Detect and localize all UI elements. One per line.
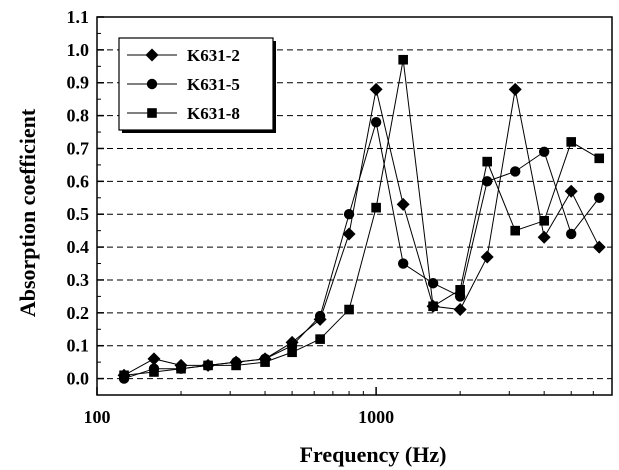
- data-point-diamond: [342, 227, 356, 241]
- plot-frame: [96, 16, 613, 396]
- y-tick-label: 0.5: [67, 204, 90, 224]
- data-point-square: [539, 215, 549, 226]
- data-point-diamond: [480, 250, 494, 264]
- data-point-square: [147, 108, 157, 118]
- data-point-square: [315, 334, 325, 344]
- data-point-circle: [314, 310, 326, 322]
- y-tick-label: 0.4: [67, 237, 90, 257]
- legend-label: K631-8: [187, 104, 240, 123]
- data-point-square: [176, 363, 186, 374]
- data-point-square: [371, 202, 381, 213]
- x-tick-label: 1000: [358, 407, 394, 427]
- data-point-square: [149, 367, 159, 377]
- data-point-square: [260, 357, 270, 367]
- y-tick-label: 1.0: [67, 40, 90, 60]
- axis-ticks: 0.0 0.1 0.2 0.3 0.4 0.5 0.6 0.7 0.8 0.9 1.0 1.1 100 1…: [67, 7, 594, 427]
- data-point-circle: [343, 209, 355, 220]
- series-square: [119, 54, 605, 381]
- data-point-circle: [566, 228, 577, 240]
- y-axis-title: Absorption coefficient: [15, 108, 40, 317]
- data-point-circle: [370, 116, 382, 128]
- y-tick-label: 0.2: [67, 303, 90, 323]
- series-circle: [118, 116, 605, 384]
- y-tick-label: 0.0: [67, 369, 90, 389]
- data-point-square: [344, 304, 354, 315]
- data-point-square: [482, 156, 492, 167]
- data-point-circle: [594, 192, 605, 203]
- data-point-diamond: [564, 184, 578, 198]
- data-point-diamond: [145, 48, 159, 62]
- data-point-square: [398, 54, 408, 65]
- x-tick-label: 100: [84, 407, 111, 427]
- data-point-square: [119, 370, 129, 381]
- data-point-square: [428, 301, 438, 312]
- y-tick-label: 0.1: [67, 336, 90, 356]
- series-layer: [117, 54, 606, 384]
- data-point-square: [455, 285, 465, 295]
- data-point-square: [594, 153, 605, 164]
- y-tick-label: 0.6: [67, 171, 90, 191]
- data-point-circle: [397, 258, 409, 269]
- series-line: [123, 122, 600, 380]
- data-point-square: [566, 137, 577, 147]
- y-tick-label: 0.7: [67, 138, 90, 158]
- data-point-square: [287, 347, 297, 358]
- data-point-square: [203, 360, 213, 371]
- data-point-diamond: [396, 197, 410, 211]
- legend-label: K631-2: [187, 46, 240, 65]
- x-axis-title: Frequency (Hz): [300, 442, 447, 467]
- legend: K631-2 K631-5 K631-8: [118, 37, 276, 133]
- legend-label: K631-5: [187, 75, 240, 94]
- data-point-circle: [146, 78, 158, 90]
- data-point-square: [510, 225, 521, 236]
- data-point-diamond: [508, 82, 522, 96]
- data-point-diamond: [537, 230, 551, 244]
- y-tick-label: 0.9: [67, 73, 90, 93]
- data-point-circle: [538, 146, 550, 157]
- data-point-diamond: [369, 82, 383, 96]
- y-tick-label: 0.3: [67, 270, 90, 290]
- y-tick-label: 1.1: [67, 7, 90, 27]
- data-point-diamond: [592, 240, 606, 254]
- legend-box: [118, 37, 274, 131]
- data-point-diamond: [453, 303, 467, 317]
- y-tick-label: 0.8: [67, 106, 90, 126]
- data-point-circle: [510, 166, 521, 177]
- data-point-circle: [481, 176, 493, 187]
- data-point-diamond: [147, 352, 161, 366]
- data-point-square: [231, 360, 241, 371]
